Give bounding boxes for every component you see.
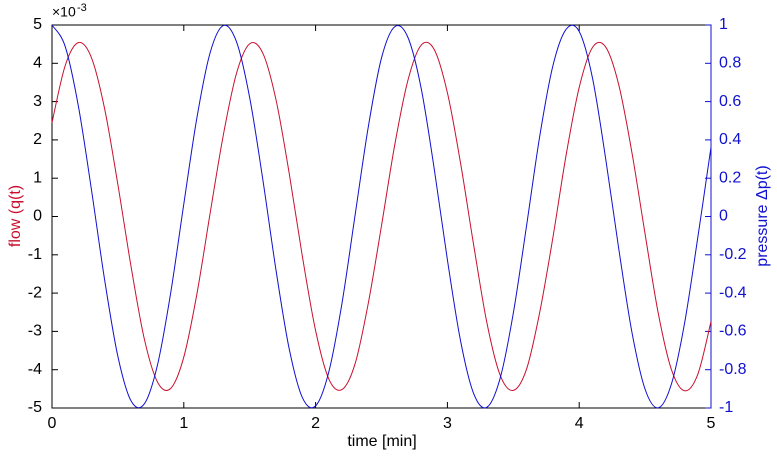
y-tick-label: -1 [28,246,42,263]
y2-tick-label: -1 [719,399,733,416]
x-tick-label: 0 [48,415,57,432]
y-tick-label: 3 [33,93,42,110]
x-tick-label: 3 [443,415,452,432]
y-tick-label: 1 [33,169,42,186]
y-tick-label: -5 [28,399,42,416]
y2-axis-label: pressure Δp(t) [754,165,771,266]
y-tick-label: 0 [33,208,42,225]
y2-tick-label: 1 [719,16,728,33]
y2-tick-label: 0.4 [719,131,741,148]
y-tick-label: -3 [28,323,42,340]
y2-tick-label: 0.2 [719,169,741,186]
y-tick-label: -2 [28,284,42,301]
y-tick-label: 5 [33,16,42,33]
y2-tick-label: -0.8 [719,361,747,378]
y-axis-label: flow (q(t) [7,185,24,247]
y-multiplier: ×10 [52,4,76,20]
y-tick-label: 4 [33,55,42,72]
y-multiplier-exponent: -3 [77,2,87,14]
y-tick-label: 2 [33,131,42,148]
y2-tick-label: -0.2 [719,246,747,263]
x-axis-label: time [min] [347,433,416,450]
series-line [51,41,712,392]
series-line [51,24,712,409]
y2-tick-label: 0.6 [719,93,741,110]
x-tick-label: 5 [707,415,716,432]
y2-tick-label: -0.4 [719,284,747,301]
plot-frame [51,24,712,409]
y-tick-label: -4 [28,361,42,378]
y2-tick-label: -0.6 [719,323,747,340]
y2-tick-label: 0.8 [719,55,741,72]
x-tick-label: 1 [179,415,188,432]
x-tick-label: 2 [311,415,320,432]
x-tick-label: 4 [575,415,584,432]
y2-tick-label: 0 [719,208,728,225]
